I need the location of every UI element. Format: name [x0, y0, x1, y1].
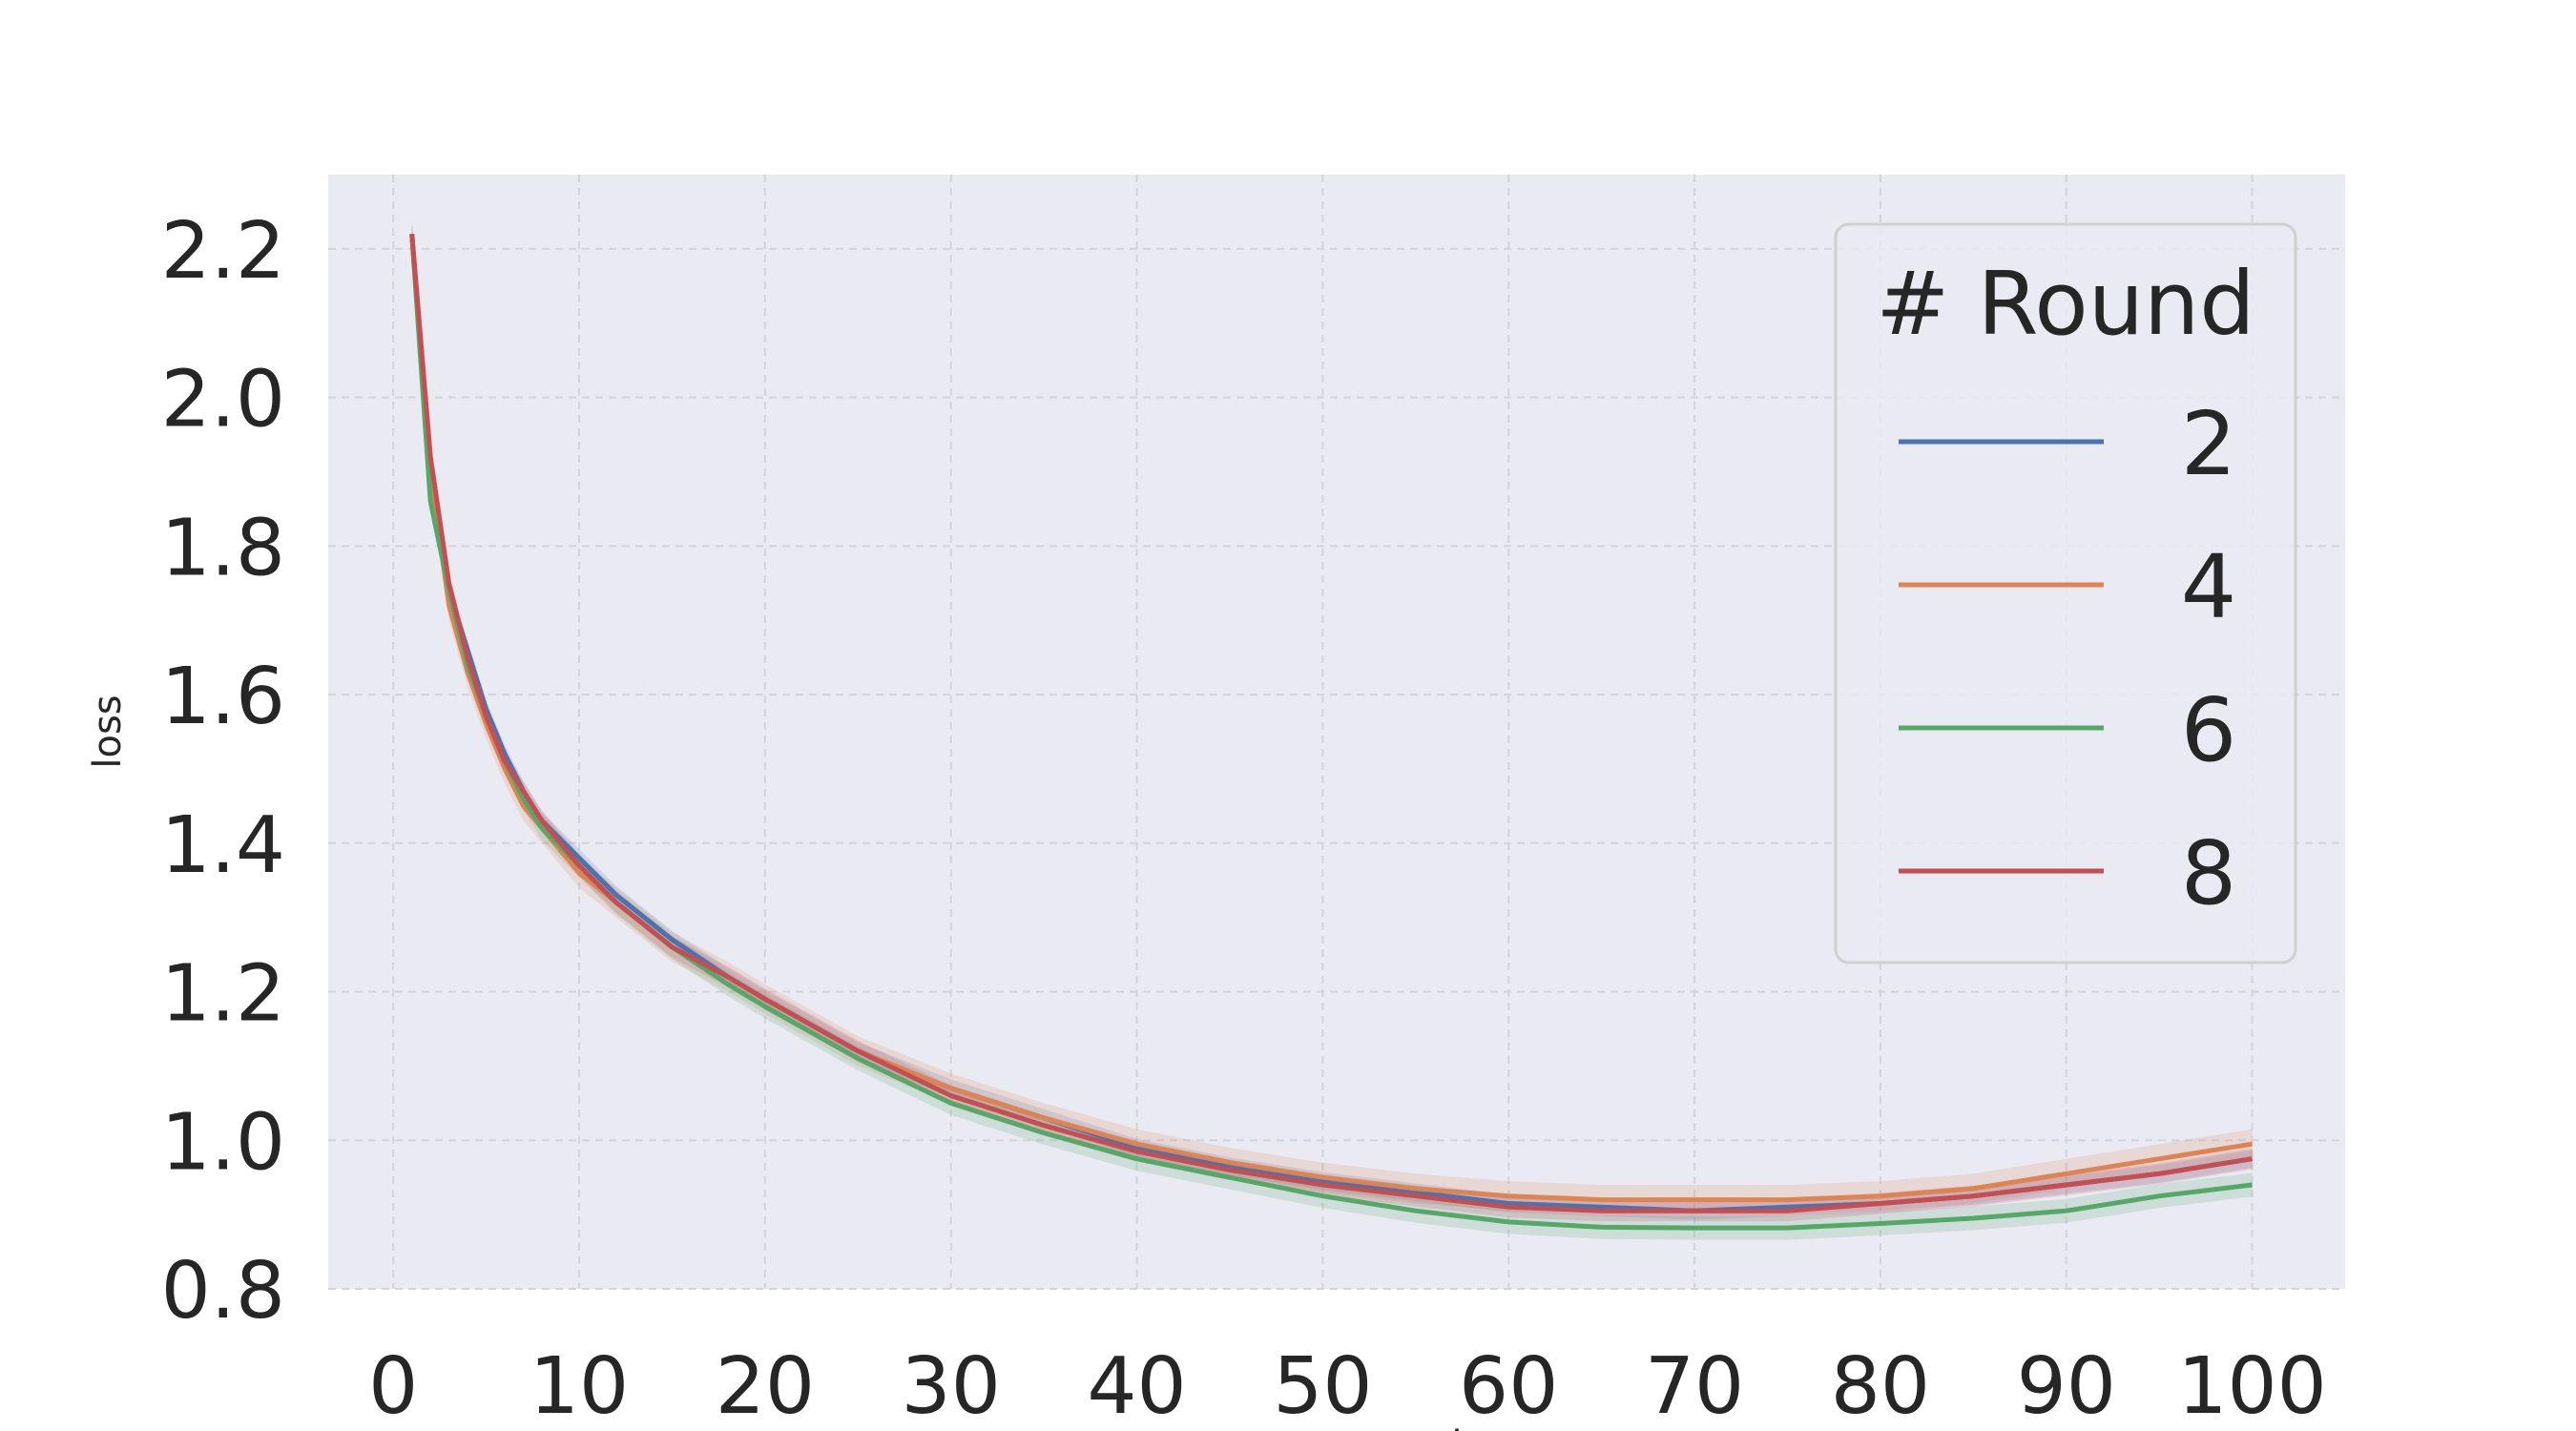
x-tick-label: 0 — [368, 1341, 418, 1431]
x-tick-label: 100 — [2177, 1341, 2327, 1431]
x-tick-label: 80 — [1831, 1341, 1930, 1431]
series-8-line — [409, 234, 2253, 1213]
y-tick-label: 1.2 — [161, 949, 285, 1040]
legend-entries: 2 4 6 8 — [1899, 393, 2236, 924]
x-tick-label: 90 — [2017, 1341, 2116, 1431]
y-tick-label: 2.2 — [161, 206, 285, 297]
series-lines — [409, 234, 2253, 1231]
x-tick-label: 40 — [1087, 1341, 1186, 1431]
y-tick-label: 1.0 — [161, 1097, 285, 1188]
legend-label-6: 6 — [2181, 679, 2237, 781]
legend-box — [1834, 222, 2297, 964]
legend-label-2: 2 — [2181, 393, 2237, 495]
x-axis-label: server_round — [1212, 1423, 1463, 1431]
legend: # Round 2 4 6 8 — [1834, 222, 2297, 964]
y-tick-label: 1.8 — [161, 503, 285, 593]
y-tick-label: 2.0 — [161, 355, 285, 446]
x-tick-label: 70 — [1645, 1341, 1744, 1431]
y-tick-label: 1.4 — [161, 800, 285, 891]
legend-label-4: 4 — [2181, 536, 2237, 638]
x-tick-label: 20 — [716, 1341, 815, 1431]
series-4-line — [409, 234, 2253, 1203]
y-tick-label: 1.6 — [161, 652, 285, 742]
y-tick-label: 0.8 — [161, 1246, 285, 1337]
legend-label-8: 8 — [2181, 822, 2237, 924]
grid-layer — [328, 175, 2345, 1290]
x-tick-label: 60 — [1459, 1341, 1558, 1431]
y-tick-labels: 0.8 1.0 1.2 1.4 1.6 1.8 2.0 2.2 — [161, 206, 285, 1337]
x-tick-label: 50 — [1273, 1341, 1372, 1431]
legend-title: # Round — [1876, 253, 2254, 355]
x-tick-label: 30 — [902, 1341, 1001, 1431]
x-tick-labels: 0 10 20 30 40 50 60 70 80 90 100 — [368, 1341, 2327, 1431]
y-axis-label: loss — [86, 695, 130, 768]
x-tick-label: 10 — [530, 1341, 629, 1431]
